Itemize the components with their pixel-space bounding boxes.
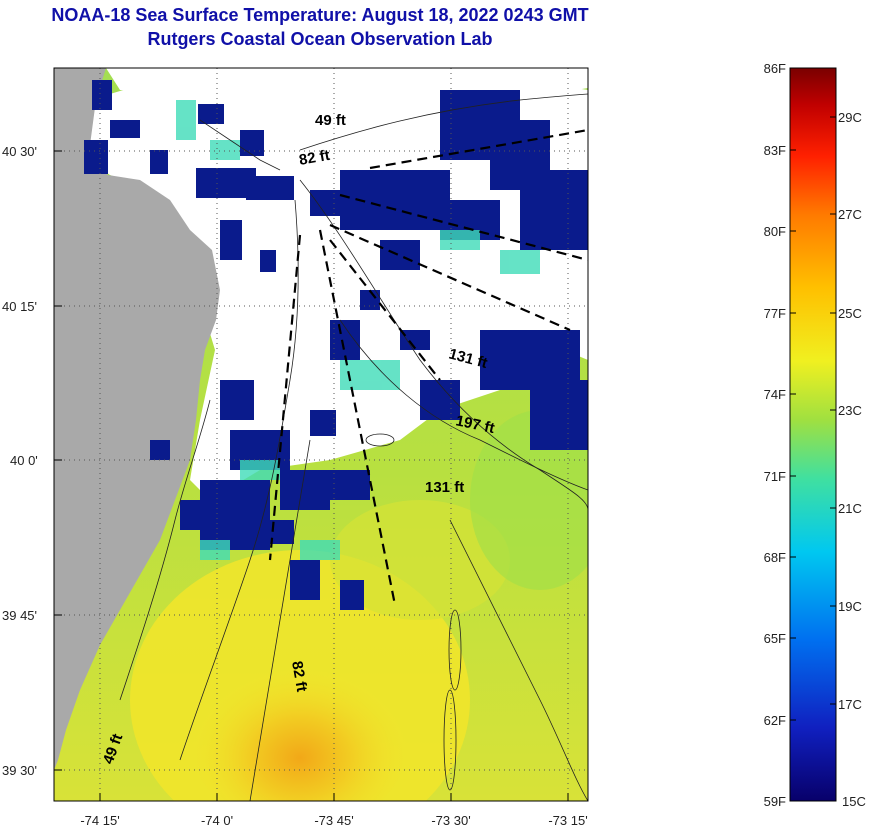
lon-label-74-15: -74 15' bbox=[80, 813, 119, 828]
land-new-york-harbor-clouded bbox=[106, 68, 588, 124]
colorbar-label-29c: 29C bbox=[838, 110, 862, 125]
yellow-green-patch bbox=[330, 500, 510, 620]
colorbar-ticks bbox=[790, 116, 836, 721]
graticule bbox=[54, 68, 588, 801]
lat-label-40-30: 40 30' bbox=[2, 144, 37, 159]
depth-label-82ft-north: 82 ft bbox=[298, 147, 331, 169]
colorbar-label-71f: 71F bbox=[764, 469, 786, 484]
warm-water-core bbox=[190, 650, 410, 801]
colorbar-label-27c: 27C bbox=[838, 207, 862, 222]
colorbar-label-15c: 15C bbox=[842, 794, 866, 809]
lon-label-73-30: -73 30' bbox=[431, 813, 470, 828]
colorbar-label-19c: 19C bbox=[838, 599, 862, 614]
lat-label-39-45: 39 45' bbox=[2, 608, 37, 623]
depth-contours bbox=[119, 93, 588, 801]
colorbar-label-68f: 68F bbox=[764, 550, 786, 565]
depth-label-82ft-south: 82 ft bbox=[288, 660, 310, 693]
colorbar-label-77f: 77F bbox=[764, 306, 786, 321]
lat-label-40-00: 40 0' bbox=[10, 453, 38, 468]
colorbar-label-86f: 86F bbox=[764, 61, 786, 76]
colorbar bbox=[789, 67, 837, 802]
depth-label-131ft-south: 131 ft bbox=[425, 479, 464, 496]
map-title: NOAA-18 Sea Surface Temperature: August … bbox=[51, 5, 589, 25]
cold-water-pixels bbox=[84, 80, 588, 610]
sst-image: 49 ft 82 ft 131 ft 197 ft 131 ft 82 ft 4… bbox=[54, 68, 588, 801]
lon-label-73-15: -73 15' bbox=[548, 813, 587, 828]
axis-ticks bbox=[54, 150, 569, 801]
depth-label-49ft-north: 49 ft bbox=[315, 112, 346, 129]
lon-label-74-00: -74 0' bbox=[201, 813, 233, 828]
lon-label-73-45: -73 45' bbox=[314, 813, 353, 828]
colorbar-label-59f: 59F bbox=[764, 794, 786, 809]
lat-label-40-15: 40 15' bbox=[2, 299, 37, 314]
colorbar-label-83f: 83F bbox=[764, 143, 786, 158]
land-new-jersey bbox=[54, 68, 220, 770]
shipping-lanes bbox=[268, 128, 588, 606]
colorbar-label-80f: 80F bbox=[764, 224, 786, 239]
colorbar-label-65f: 65F bbox=[764, 631, 786, 646]
colorbar-label-17c: 17C bbox=[838, 697, 862, 712]
colorbar-label-21c: 21C bbox=[838, 501, 862, 516]
colorbar-label-25c: 25C bbox=[838, 306, 862, 321]
colorbar-label-62f: 62F bbox=[764, 713, 786, 728]
green-patch-east bbox=[470, 410, 588, 590]
colorbar-label-74f: 74F bbox=[764, 387, 786, 402]
map-frame bbox=[53, 67, 589, 802]
lat-label-39-30: 39 30' bbox=[2, 763, 37, 778]
map-subtitle: Rutgers Coastal Ocean Observation Lab bbox=[147, 29, 493, 49]
colorbar-label-23c: 23C bbox=[838, 403, 862, 418]
